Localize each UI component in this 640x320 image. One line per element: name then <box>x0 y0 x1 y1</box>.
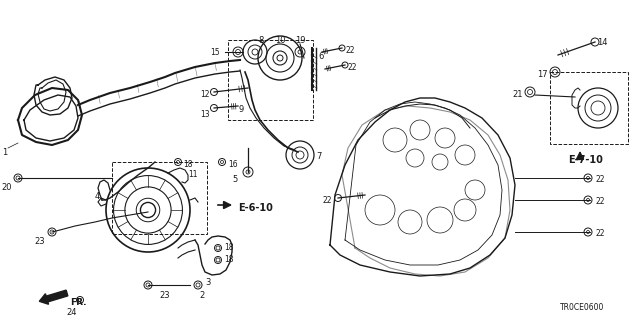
Bar <box>550 72 628 144</box>
Text: 14: 14 <box>597 38 607 47</box>
Text: 17: 17 <box>538 70 548 79</box>
Text: 11: 11 <box>188 170 198 179</box>
Text: 5: 5 <box>233 175 238 184</box>
Text: 22: 22 <box>595 197 605 206</box>
Text: 7: 7 <box>316 152 321 161</box>
Text: 24: 24 <box>67 308 77 317</box>
Text: 22: 22 <box>595 229 605 238</box>
Bar <box>112 162 207 234</box>
Text: 16: 16 <box>228 160 237 169</box>
Text: FR.: FR. <box>70 298 86 307</box>
Text: 15: 15 <box>211 48 220 57</box>
Text: 20: 20 <box>1 183 12 192</box>
Text: 22: 22 <box>323 196 332 205</box>
Text: E-7-10: E-7-10 <box>568 155 603 165</box>
Text: 23: 23 <box>160 291 170 300</box>
Text: 22: 22 <box>595 175 605 185</box>
Text: 12: 12 <box>200 90 210 99</box>
Text: 1: 1 <box>2 148 7 157</box>
Text: 3: 3 <box>205 278 211 287</box>
Text: 22: 22 <box>348 63 358 72</box>
Text: E-6-10: E-6-10 <box>238 203 273 213</box>
Text: TR0CE0600: TR0CE0600 <box>560 303 604 312</box>
Text: 9: 9 <box>239 105 244 114</box>
Text: 18: 18 <box>224 255 234 265</box>
Text: 22: 22 <box>345 46 355 55</box>
Text: 13: 13 <box>200 110 210 119</box>
Text: 23: 23 <box>35 237 45 246</box>
Text: 10: 10 <box>275 36 285 45</box>
Text: 21: 21 <box>513 90 523 99</box>
Text: 18: 18 <box>183 160 193 169</box>
Bar <box>228 40 313 120</box>
Text: 4: 4 <box>95 192 100 201</box>
Text: 18: 18 <box>224 244 234 252</box>
Text: 19: 19 <box>295 36 305 45</box>
Text: 2: 2 <box>200 291 205 300</box>
FancyArrow shape <box>39 290 68 304</box>
Text: 6: 6 <box>318 52 323 61</box>
Text: 8: 8 <box>259 36 264 45</box>
